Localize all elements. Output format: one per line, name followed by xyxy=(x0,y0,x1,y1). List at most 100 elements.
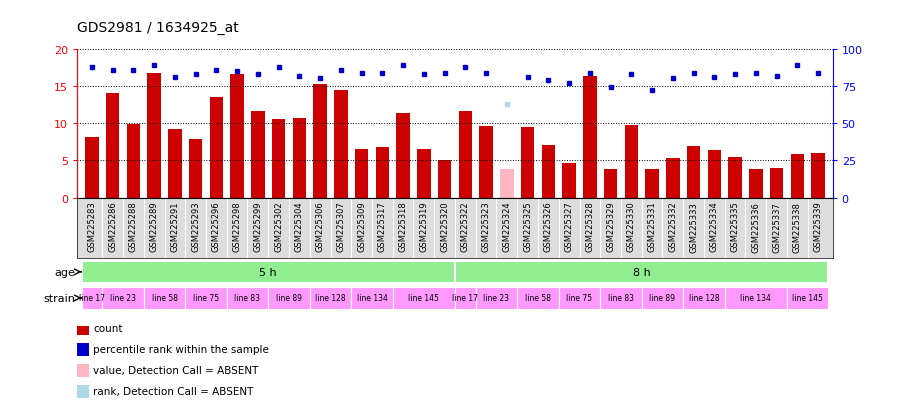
Bar xyxy=(82,261,455,283)
Text: GSM225286: GSM225286 xyxy=(108,201,117,252)
Bar xyxy=(147,74,161,198)
Text: line 89: line 89 xyxy=(650,294,675,303)
Text: line 134: line 134 xyxy=(741,294,772,303)
Bar xyxy=(268,287,309,309)
Text: line 58: line 58 xyxy=(151,294,177,303)
Text: 8 h: 8 h xyxy=(632,267,651,277)
Text: GSM225309: GSM225309 xyxy=(357,201,366,252)
Text: GSM225331: GSM225331 xyxy=(648,201,657,252)
Text: GSM225324: GSM225324 xyxy=(502,201,511,252)
Text: GSM225306: GSM225306 xyxy=(316,201,325,252)
Text: line 89: line 89 xyxy=(276,294,302,303)
Bar xyxy=(687,146,701,198)
Text: line 145: line 145 xyxy=(409,294,440,303)
Text: GSM225319: GSM225319 xyxy=(420,201,429,252)
Text: GSM225332: GSM225332 xyxy=(668,201,677,252)
Text: GSM225317: GSM225317 xyxy=(378,201,387,252)
Bar xyxy=(168,130,182,198)
Text: GSM225330: GSM225330 xyxy=(627,201,636,252)
Text: GSM225326: GSM225326 xyxy=(544,201,553,252)
Text: line 83: line 83 xyxy=(608,294,634,303)
Text: GSM225325: GSM225325 xyxy=(523,201,532,252)
Bar xyxy=(541,145,555,198)
Bar xyxy=(351,287,393,309)
Bar xyxy=(476,287,517,309)
Bar xyxy=(624,126,638,198)
Text: line 75: line 75 xyxy=(193,294,219,303)
Bar xyxy=(417,149,430,198)
Text: GSM225335: GSM225335 xyxy=(731,201,740,252)
Text: line 83: line 83 xyxy=(235,294,260,303)
Text: value, Detection Call = ABSENT: value, Detection Call = ABSENT xyxy=(94,365,258,375)
Bar xyxy=(521,128,534,198)
Text: GSM225307: GSM225307 xyxy=(337,201,346,252)
Bar xyxy=(334,90,348,198)
Text: GSM225304: GSM225304 xyxy=(295,201,304,252)
Bar xyxy=(186,287,227,309)
Bar xyxy=(517,287,559,309)
Text: GSM225327: GSM225327 xyxy=(564,201,573,252)
Text: rank, Detection Call = ABSENT: rank, Detection Call = ABSENT xyxy=(94,386,254,396)
Text: GSM225339: GSM225339 xyxy=(814,201,823,252)
Bar xyxy=(86,138,98,198)
Text: GSM225328: GSM225328 xyxy=(585,201,594,252)
Bar xyxy=(309,287,351,309)
Text: GSM225296: GSM225296 xyxy=(212,201,221,252)
Bar xyxy=(272,120,286,198)
Bar xyxy=(77,322,89,336)
Text: line 17: line 17 xyxy=(79,294,105,303)
Text: GDS2981 / 1634925_at: GDS2981 / 1634925_at xyxy=(77,21,239,35)
Bar xyxy=(393,287,455,309)
Bar xyxy=(604,170,617,198)
Bar xyxy=(77,364,89,377)
Bar xyxy=(313,85,327,198)
Bar xyxy=(791,154,804,198)
Text: line 128: line 128 xyxy=(689,294,719,303)
Bar xyxy=(209,98,223,198)
Text: line 58: line 58 xyxy=(525,294,551,303)
Text: strain: strain xyxy=(44,293,76,303)
Text: GSM225302: GSM225302 xyxy=(274,201,283,252)
Bar xyxy=(227,287,268,309)
Text: GSM225334: GSM225334 xyxy=(710,201,719,252)
Bar xyxy=(501,169,513,198)
Bar xyxy=(355,149,369,198)
Text: line 23: line 23 xyxy=(483,294,510,303)
Bar xyxy=(376,148,389,198)
Text: GSM225329: GSM225329 xyxy=(606,201,615,252)
Bar xyxy=(144,287,186,309)
Bar xyxy=(812,154,824,198)
Text: line 23: line 23 xyxy=(110,294,136,303)
Bar xyxy=(666,159,680,198)
Bar xyxy=(77,343,89,356)
Bar xyxy=(728,158,742,198)
Text: line 145: line 145 xyxy=(793,294,824,303)
Bar xyxy=(770,169,784,198)
Bar xyxy=(708,151,721,198)
Bar xyxy=(189,140,202,198)
Text: GSM225338: GSM225338 xyxy=(793,201,802,252)
Bar xyxy=(126,125,140,198)
Bar xyxy=(645,170,659,198)
Bar xyxy=(787,287,828,309)
Text: line 17: line 17 xyxy=(452,294,479,303)
Bar xyxy=(293,119,306,198)
Bar xyxy=(82,287,102,309)
Text: GSM225320: GSM225320 xyxy=(440,201,450,252)
Bar xyxy=(251,111,265,198)
Text: line 134: line 134 xyxy=(357,294,388,303)
Text: GSM225288: GSM225288 xyxy=(129,201,138,252)
Bar xyxy=(601,287,642,309)
Bar xyxy=(397,114,410,198)
Bar xyxy=(455,261,828,283)
Bar xyxy=(724,287,787,309)
Bar xyxy=(642,287,683,309)
Text: GSM225291: GSM225291 xyxy=(170,201,179,252)
Bar xyxy=(459,112,472,198)
Text: line 128: line 128 xyxy=(315,294,346,303)
Bar xyxy=(562,164,576,198)
Text: GSM225298: GSM225298 xyxy=(233,201,242,252)
Text: count: count xyxy=(94,323,123,333)
Bar xyxy=(438,160,451,198)
Bar xyxy=(583,77,597,198)
